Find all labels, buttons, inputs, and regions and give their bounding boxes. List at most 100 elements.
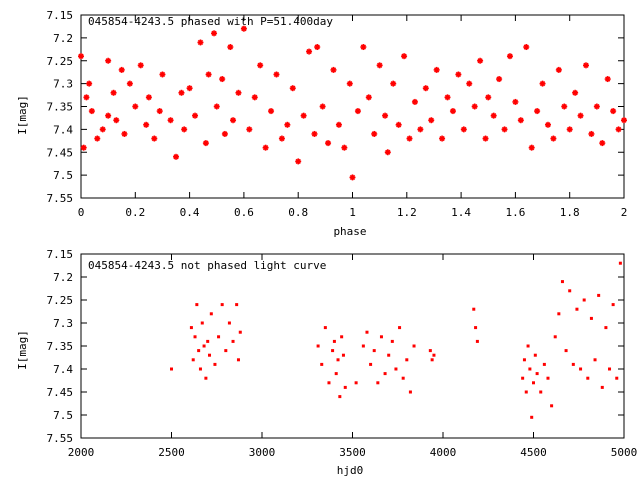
data-point <box>240 25 247 32</box>
data-point <box>159 71 166 78</box>
data-point <box>524 390 528 394</box>
data-point <box>539 390 543 394</box>
x-tick-label: 1.8 <box>560 206 580 219</box>
data-point <box>338 395 342 399</box>
x-axis-ticks: 0 0.2 0.4 0.6 0.8 1 1.2 1.4 1.6 1.8 2 <box>78 15 627 219</box>
data-point <box>121 130 128 137</box>
data-point <box>331 349 335 353</box>
x-tick-label: 1.2 <box>397 206 417 219</box>
data-point <box>213 362 217 366</box>
data-point <box>485 94 492 101</box>
data-point <box>472 307 476 311</box>
data-point <box>411 98 418 105</box>
data-point <box>384 149 391 156</box>
data-point <box>444 94 451 101</box>
y-tick-label: 7.15 <box>47 248 74 261</box>
data-point <box>126 80 133 87</box>
data-point <box>349 174 356 181</box>
y-tick-label: 7.3 <box>53 317 73 330</box>
data-point <box>314 44 321 51</box>
data-point <box>599 140 606 147</box>
data-point <box>316 344 320 348</box>
data-point <box>546 376 550 380</box>
data-point <box>221 130 228 137</box>
data-point <box>170 367 173 371</box>
data-point <box>550 404 554 408</box>
data-point <box>137 62 144 69</box>
data-point <box>227 44 234 51</box>
data-point <box>618 261 622 265</box>
data-point <box>200 321 204 325</box>
data-point <box>430 358 434 362</box>
data-point <box>330 66 337 73</box>
data-point <box>475 339 479 343</box>
data-point <box>334 372 338 376</box>
data-point <box>80 144 87 151</box>
data-point <box>191 358 195 362</box>
data-point <box>557 312 561 316</box>
data-point <box>501 126 508 133</box>
data-point <box>340 335 344 339</box>
data-point <box>327 381 331 385</box>
data-point <box>571 362 575 366</box>
data-point <box>582 62 589 69</box>
data-point <box>544 121 551 128</box>
data-point <box>323 326 327 330</box>
data-point <box>604 76 611 83</box>
data-point <box>517 117 524 124</box>
data-point <box>577 112 584 119</box>
data-point <box>235 89 242 96</box>
y-tick-label: 7.4 <box>53 363 73 376</box>
data-point <box>198 367 202 371</box>
data-point <box>600 385 604 389</box>
data-point <box>181 126 188 133</box>
data-point <box>320 362 324 366</box>
data-point <box>455 71 462 78</box>
data-point <box>512 98 519 105</box>
y-tick-label: 7.2 <box>53 271 73 284</box>
data-point <box>568 289 572 293</box>
data-point <box>401 376 405 380</box>
data-point <box>417 126 424 133</box>
data-point <box>564 349 568 353</box>
data-point <box>542 362 546 366</box>
data-point <box>579 367 583 371</box>
y-tick-label: 7.4 <box>53 123 73 136</box>
y-tick-label: 7.5 <box>53 169 73 182</box>
data-point <box>206 339 210 343</box>
data-point <box>460 126 467 133</box>
data-point <box>220 303 224 307</box>
data-point <box>560 280 564 284</box>
data-point <box>408 390 412 394</box>
data-point <box>372 349 376 353</box>
data-point <box>217 335 221 339</box>
data-point <box>572 89 579 96</box>
data-point <box>611 303 615 307</box>
data-point <box>365 330 369 334</box>
data-points <box>78 25 627 181</box>
unphased-panel: 7.15 7.2 7.25 7.3 7.35 7.4 7.45 7.5 7.55 2000 250… <box>16 248 637 477</box>
data-point <box>110 89 117 96</box>
data-point <box>246 126 253 133</box>
y-tick-label: 7.35 <box>47 340 74 353</box>
data-point <box>506 53 513 60</box>
data-point <box>231 339 235 343</box>
data-point <box>167 117 174 124</box>
data-point <box>449 108 456 115</box>
x-tick-label: 3500 <box>339 446 366 459</box>
y-axis-label: I[mag] <box>16 95 29 135</box>
data-point <box>390 80 397 87</box>
data-point <box>178 89 185 96</box>
data-point <box>394 367 398 371</box>
data-point <box>361 344 365 348</box>
data-point <box>401 53 408 60</box>
data-point <box>615 376 619 380</box>
data-point <box>383 372 387 376</box>
x-tick-label: 5000 <box>611 446 638 459</box>
x-tick-label: 0.2 <box>125 206 145 219</box>
data-point <box>376 381 380 385</box>
y-tick-label: 7.55 <box>47 192 74 205</box>
data-point <box>186 85 193 92</box>
